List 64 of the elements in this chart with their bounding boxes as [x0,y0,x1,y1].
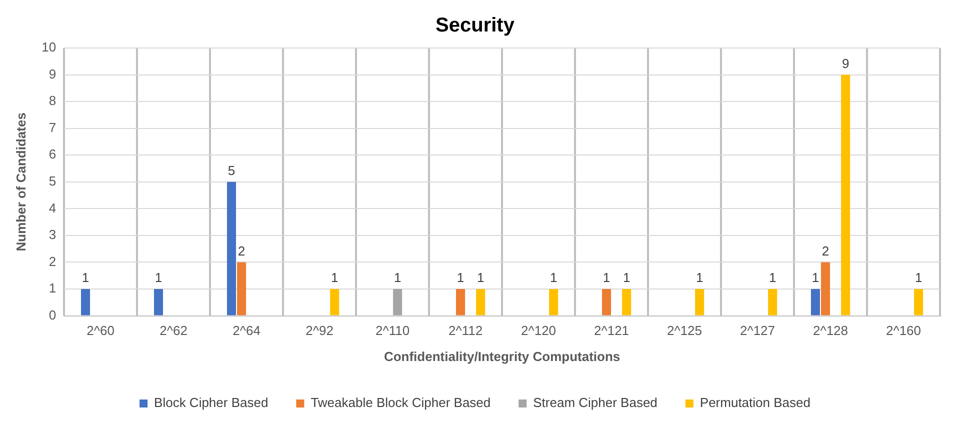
bar [695,289,704,316]
data-label: 1 [394,270,402,286]
bar [820,262,830,316]
y-tick-label: 2 [48,254,56,269]
data-label: 1 [82,270,90,286]
x-tick-label: 2^128 [812,323,848,338]
x-tick-label: 2^60 [86,323,114,338]
data-label: 1 [696,270,704,286]
x-tick-label: 2^110 [376,323,410,338]
data-label: 5 [228,162,236,178]
y-tick-label: 3 [48,227,56,242]
data-label: 1 [154,270,162,286]
bar [841,74,850,316]
data-label: 1 [330,270,338,286]
bar [602,289,612,316]
y-tick-label: 9 [48,66,56,82]
x-axis-title: Confidentiality/Integrity Computations [384,348,620,364]
data-label: 1 [914,270,922,286]
y-tick-label: 7 [48,120,56,135]
bar [810,289,820,316]
y-tick-label: 0 [48,307,56,322]
data-label: 1 [622,270,630,286]
bar [393,289,402,316]
legend-label: Tweakable Block Cipher Based [310,395,491,410]
bar [330,289,340,316]
bar [768,289,778,316]
legend-label: Block Cipher Based [154,395,268,410]
y-tick-label: 1 [48,280,56,296]
x-tick-label: 2^127 [740,323,776,338]
x-tick-label: 2^125 [667,323,702,338]
x-tick-label: 2^120 [521,323,556,338]
x-tick-label: 2^160 [886,323,922,338]
y-tick-label: 6 [48,146,56,162]
data-label: 1 [768,270,776,286]
y-tick-label: 4 [48,200,56,216]
data-label: 1 [476,270,484,286]
y-tick-label: 10 [42,40,56,55]
legend-label: Permutation Based [700,395,810,410]
x-tick-label: 2^64 [232,323,260,338]
bar [549,289,558,316]
x-tick-label: 2^62 [160,323,188,338]
y-axis-title: Number of Candidates [13,112,28,252]
bar [154,289,164,316]
bar [80,289,90,316]
y-tick-label: 5 [48,173,56,188]
bar [456,289,466,316]
legend-label: Stream Cipher Based [533,395,658,410]
chart-title: Security [436,14,516,37]
x-tick-label: 2^92 [306,323,334,338]
bar [622,289,632,316]
data-label: 1 [602,270,610,286]
data-label: 2 [822,243,830,258]
data-label: 2 [238,243,246,258]
bar [237,262,246,316]
data-label: 1 [550,270,558,286]
data-label: 9 [842,56,850,71]
bar [226,182,236,316]
bar [914,289,924,316]
bar [476,289,486,316]
data-label: 1 [456,270,464,286]
x-tick-label: 2^121 [594,323,630,338]
x-tick-label: 2^112 [448,323,483,338]
data-label: 1 [812,270,820,286]
y-tick-label: 8 [48,93,56,108]
